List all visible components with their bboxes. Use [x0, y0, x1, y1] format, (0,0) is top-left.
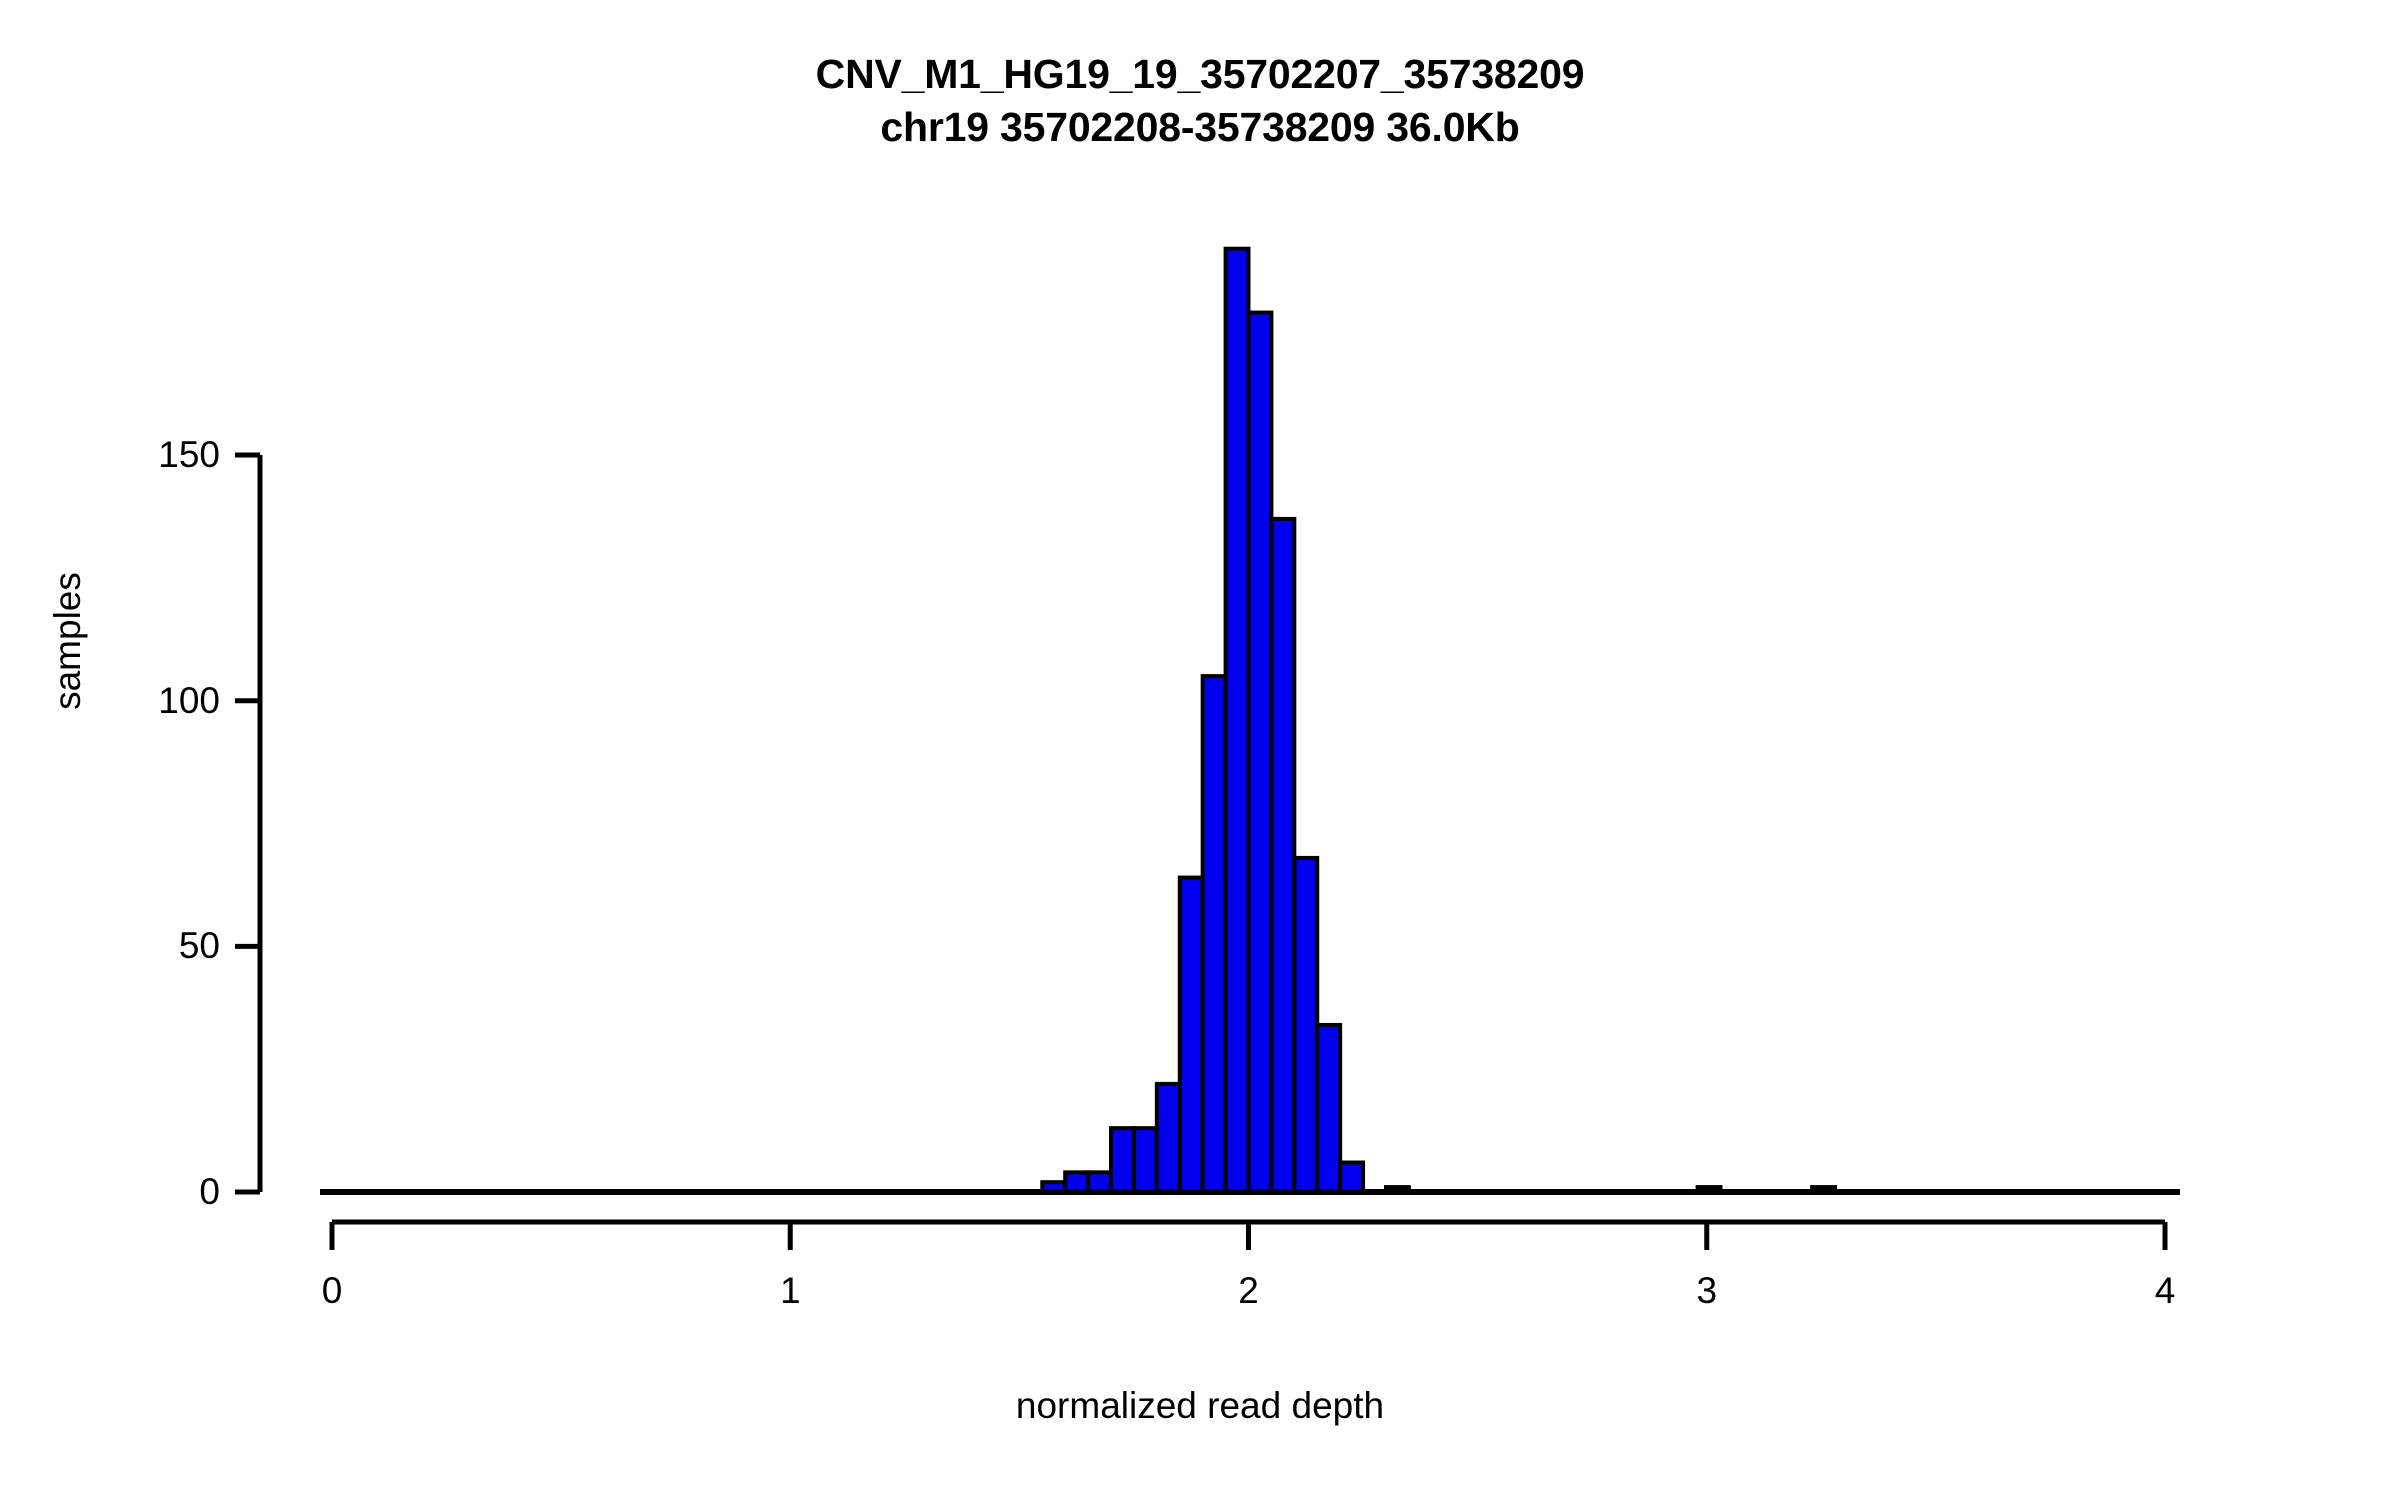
histogram-bar	[1223, 246, 1251, 1194]
chart-title-line-1: CNV_M1_HG19_19_35702207_35738209	[815, 51, 1585, 97]
histogram-bar	[1131, 1126, 1159, 1195]
y-axis-tick-label: 100	[158, 679, 220, 721]
y-axis-tick-label: 0	[199, 1171, 220, 1212]
histogram-bar	[1177, 875, 1205, 1194]
histogram-bar	[1200, 674, 1228, 1194]
x-axis-tick-label: 1	[779, 1270, 801, 1311]
axes-layer	[235, 452, 2180, 1250]
y-axis-tick-label: 150	[158, 434, 220, 476]
histogram-bar	[1315, 1022, 1343, 1194]
histogram-bar	[1109, 1126, 1136, 1195]
chart-title-line-2: chr19 35702208-35738209 36.0Kb	[880, 104, 1520, 150]
x-axis-tick-label: 3	[1696, 1270, 1718, 1311]
histogram-bar	[1292, 855, 1320, 1194]
x-axis-tick-label: 2	[1238, 1270, 1259, 1311]
y-axis-tick-label: 50	[178, 925, 220, 967]
chart-title: CNV_M1_HG19_19_35702207_35738209 chr19 3…	[0, 48, 2400, 154]
x-axis-tick-label: 4	[2154, 1270, 2176, 1311]
histogram-bar	[1154, 1081, 1182, 1195]
histogram-bar	[1338, 1160, 1366, 1195]
histogram-bar	[1246, 310, 1274, 1194]
histogram-bar	[1269, 516, 1297, 1194]
bars-layer	[1040, 246, 1838, 1195]
x-axis-label: normalized read depth	[1015, 1385, 1385, 1426]
x-axis-tick-label: 0	[321, 1270, 343, 1311]
